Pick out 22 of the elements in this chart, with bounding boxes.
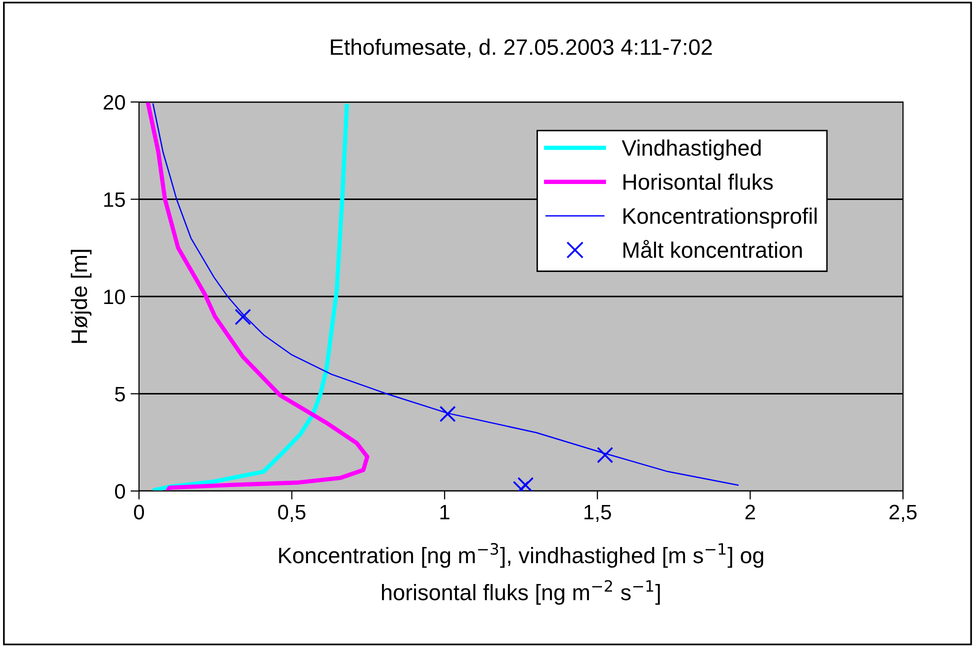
legend-label: Målt koncentration — [623, 240, 802, 258]
y-tick-label: 0 — [115, 484, 125, 499]
x-tick-label: 1 — [440, 504, 450, 520]
x-tick-label: 1,5 — [584, 504, 612, 522]
y-tick-label: 10 — [104, 290, 125, 304]
x-tick-label: 2 — [745, 504, 755, 520]
y-axis-title: Højde [m] — [70, 250, 92, 343]
point — [517, 476, 534, 491]
x-tick-label: 2,5 — [890, 504, 917, 522]
y-tick-label: 5 — [115, 386, 125, 402]
legend-label: Koncentrationsprofil — [623, 208, 817, 228]
text: Koncentration [ng m$^{−3}$], vindhastighed [m s$^{−1}$] og horisontal fluks [ng m$^{−2}$ s$^{−1}$] — [279, 543, 764, 605]
point — [596, 446, 614, 464]
y-tick-label: 15 — [104, 192, 125, 208]
x-tick-label: 0 — [134, 504, 144, 520]
legend-label: Vindhastighed — [622, 140, 761, 160]
chart-title: Ethofumesate, d. 27.05.2003 4:11-7:02 — [330, 38, 712, 58]
point — [234, 308, 252, 326]
point — [439, 406, 456, 422]
legend-label: Horisontal fluks — [623, 174, 773, 190]
x-tick-label: 0,5 — [278, 504, 306, 522]
y-tick-label: 20 — [104, 95, 125, 110]
